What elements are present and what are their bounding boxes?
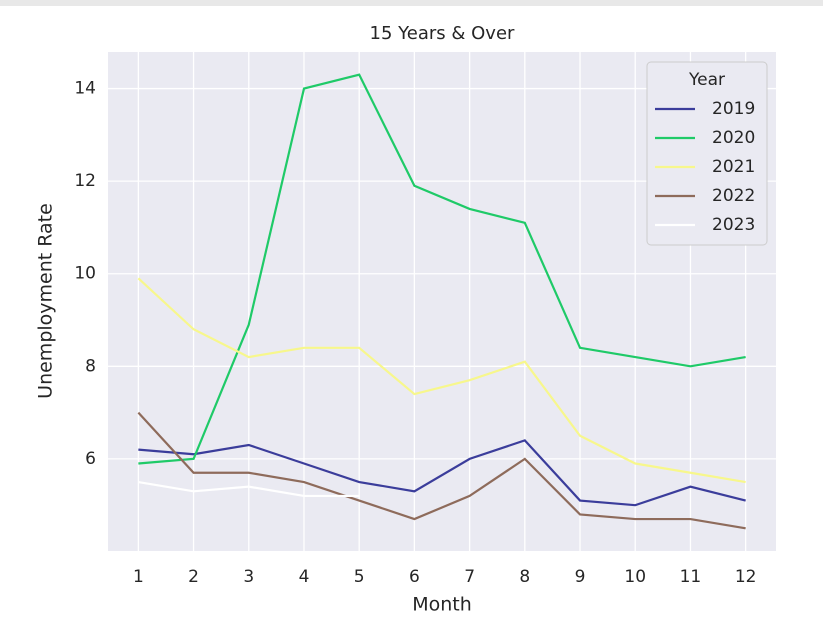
y-tick-label: 14 xyxy=(74,79,96,99)
legend-label: 2023 xyxy=(712,215,755,235)
y-tick-label: 12 xyxy=(74,171,96,191)
x-tick-label: 9 xyxy=(575,567,586,587)
legend-title: Year xyxy=(688,70,725,90)
legend-box xyxy=(646,61,768,246)
y-tick-label: 8 xyxy=(85,356,96,376)
legend-label: 2020 xyxy=(712,128,755,148)
x-tick-label: 8 xyxy=(519,567,530,587)
x-tick-label: 3 xyxy=(243,567,254,587)
cell-border xyxy=(0,0,823,6)
series-line xyxy=(137,277,746,484)
x-tick-label: 2 xyxy=(188,567,199,587)
chart-title: 15 Years & Over xyxy=(370,23,515,44)
x-tick-label: 6 xyxy=(409,567,420,587)
x-tick-label: 12 xyxy=(735,567,757,587)
lines xyxy=(137,73,746,530)
x-tick-label: 1 xyxy=(133,567,144,587)
legend-label: 2019 xyxy=(712,99,755,119)
series-line xyxy=(137,411,746,530)
legend: Year 2019 2020 2021 2022 2023 xyxy=(646,61,768,246)
x-tick-label: 10 xyxy=(624,567,646,587)
legend-label: 2022 xyxy=(712,186,755,206)
series-line xyxy=(138,73,746,465)
y-tick-label: 6 xyxy=(85,449,96,469)
x-tick-label: 7 xyxy=(464,567,475,587)
series-line xyxy=(138,439,746,507)
legend-label: 2021 xyxy=(712,157,755,177)
x-tick-label: 4 xyxy=(299,567,310,587)
x-tick-label: 5 xyxy=(354,567,365,587)
y-axis-label: Unemployment Rate xyxy=(35,203,57,399)
grid xyxy=(108,52,776,551)
series-line xyxy=(138,480,360,498)
x-axis-label: Month xyxy=(412,594,472,616)
y-tick-label: 10 xyxy=(74,264,96,284)
x-tick-label: 11 xyxy=(680,567,702,587)
